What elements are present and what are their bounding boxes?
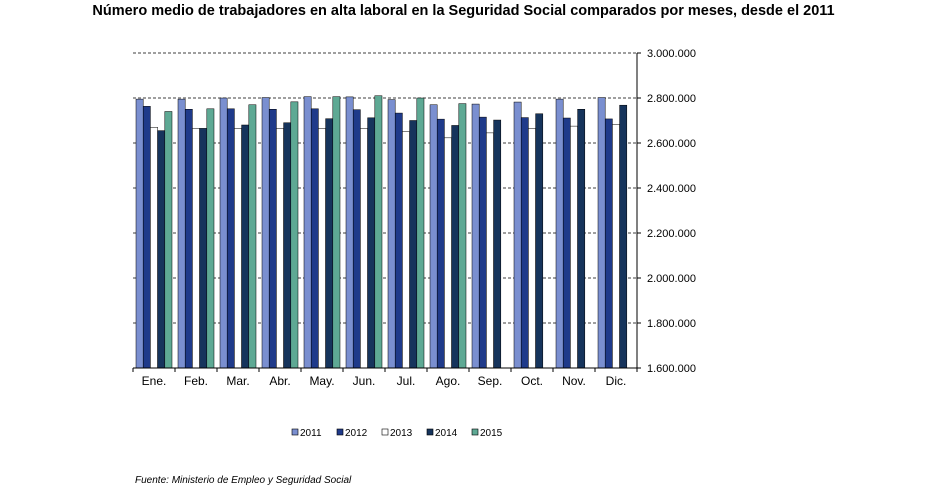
bar xyxy=(226,108,235,369)
y-tick-label: 2.000.000 xyxy=(647,273,696,285)
bar xyxy=(597,97,606,369)
bar xyxy=(192,128,200,369)
bar xyxy=(367,117,376,369)
bar xyxy=(360,128,368,369)
bar xyxy=(290,101,299,369)
y-tick-label: 2.200.000 xyxy=(647,228,696,240)
legend-swatch xyxy=(291,428,299,436)
bar xyxy=(164,111,173,369)
bar xyxy=(471,103,480,369)
bar xyxy=(486,132,494,369)
bar xyxy=(241,124,250,369)
x-tick-label: May. xyxy=(309,374,334,388)
bar xyxy=(318,128,326,369)
x-tick-label: Nov. xyxy=(562,374,586,388)
axes: 1.600.000 1.800.000 2.000.000 2.200.000 2.40… xyxy=(132,48,696,388)
x-tick-label: Mar. xyxy=(226,374,249,388)
bar xyxy=(604,118,613,369)
bar xyxy=(303,96,312,369)
bar xyxy=(261,97,270,369)
bars xyxy=(135,95,628,369)
bar xyxy=(150,127,158,369)
bar xyxy=(436,118,445,369)
legend-label: 2012 xyxy=(345,428,368,439)
bar xyxy=(184,109,193,369)
legend-label: 2015 xyxy=(480,428,503,439)
legend-swatch xyxy=(471,428,479,436)
y-tick-label: 1.800.000 xyxy=(647,318,696,330)
bar xyxy=(478,116,487,369)
x-tick-label: Dic. xyxy=(606,374,627,388)
source-note: Fuente: Ministerio de Empleo y Seguridad… xyxy=(135,475,352,486)
legend-label: 2011 xyxy=(300,428,322,439)
bar xyxy=(619,104,628,369)
bar xyxy=(374,95,383,369)
bar xyxy=(283,122,292,369)
bar xyxy=(345,96,354,369)
x-tick-label: Ene. xyxy=(142,374,167,388)
bar xyxy=(248,104,257,369)
legend-label: 2014 xyxy=(435,428,458,439)
bar xyxy=(555,98,564,369)
bar xyxy=(535,113,544,369)
bar xyxy=(332,96,341,369)
legend: 2011 2012 2013 2014 2015 xyxy=(291,428,503,439)
chart-title: Número medio de trabajadores en alta lab… xyxy=(92,3,835,19)
legend-swatch xyxy=(336,428,344,436)
bar xyxy=(520,117,529,369)
bar xyxy=(528,128,536,369)
legend-label: 2013 xyxy=(390,428,413,439)
bar xyxy=(234,128,242,369)
x-tick-label: Sep. xyxy=(478,374,503,388)
bar xyxy=(562,117,571,369)
bar xyxy=(444,137,452,369)
grid-lines xyxy=(133,52,637,324)
bar xyxy=(513,101,522,369)
bar xyxy=(577,109,586,369)
bar xyxy=(157,130,166,369)
bar xyxy=(276,128,284,369)
bar xyxy=(206,108,215,369)
bar xyxy=(310,108,319,369)
bar xyxy=(142,106,151,369)
bar xyxy=(409,120,418,369)
x-tick-label: Feb. xyxy=(184,374,208,388)
bar xyxy=(177,98,186,369)
bar xyxy=(612,124,620,369)
bar xyxy=(394,112,403,369)
x-tick-label: Ago. xyxy=(436,374,461,388)
bar xyxy=(325,118,334,369)
bar xyxy=(387,99,396,369)
x-tick-label: Oct. xyxy=(521,374,543,388)
x-tick-label: Jul. xyxy=(397,374,416,388)
bar xyxy=(570,125,578,369)
x-tick-label: Jun. xyxy=(353,374,376,388)
y-tick-label: 3.000.000 xyxy=(647,48,696,60)
legend-swatch xyxy=(381,428,389,436)
y-tick-label: 2.600.000 xyxy=(647,138,696,150)
bar xyxy=(493,119,502,369)
y-tick-label: 2.800.000 xyxy=(647,93,696,105)
x-tick-label: Abr. xyxy=(269,374,290,388)
y-tick-label: 2.400.000 xyxy=(647,183,696,195)
bar xyxy=(458,103,467,369)
bar xyxy=(451,125,460,369)
bar xyxy=(268,109,277,369)
legend-swatch xyxy=(426,428,434,436)
bar xyxy=(135,98,144,369)
bar xyxy=(402,131,410,369)
bar xyxy=(199,128,208,369)
bar xyxy=(219,97,228,369)
y-tick-label: 1.600.000 xyxy=(647,363,696,375)
bar xyxy=(352,109,361,369)
bar xyxy=(416,97,425,369)
bar xyxy=(429,104,438,369)
